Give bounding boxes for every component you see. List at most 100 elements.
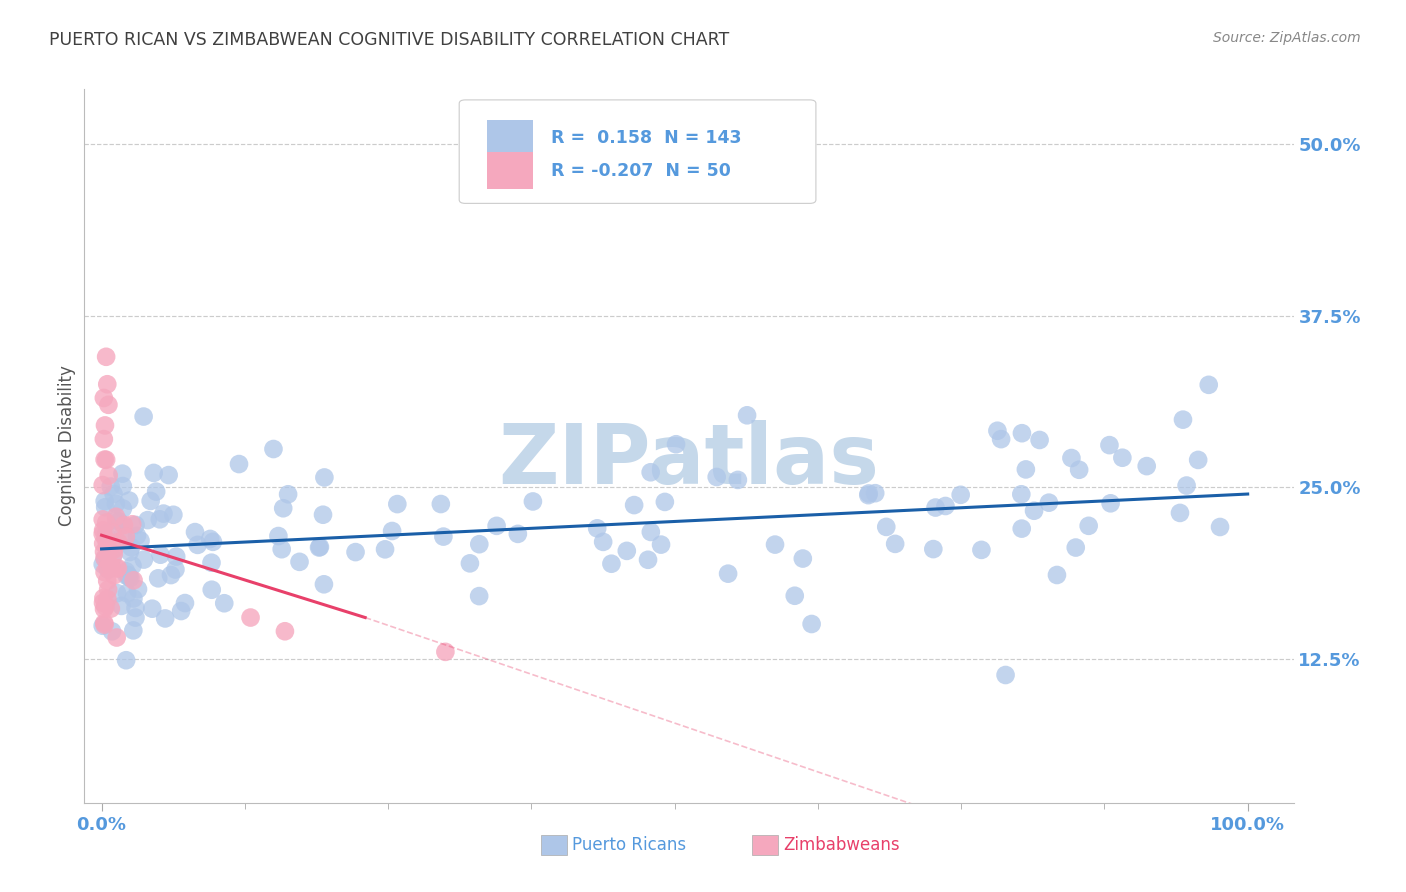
Point — [93, 545, 115, 559]
Point — [735, 409, 758, 423]
Point — [184, 525, 207, 540]
Point — [198, 532, 221, 546]
Point — [93, 391, 115, 405]
Point — [93, 494, 115, 508]
Point — [122, 591, 145, 606]
Point — [239, 610, 262, 624]
Point — [1028, 433, 1050, 447]
Point — [270, 542, 292, 557]
Point — [117, 567, 139, 582]
Point — [160, 568, 183, 582]
Point — [170, 604, 193, 618]
Point — [91, 558, 114, 572]
Point — [162, 508, 184, 522]
Point — [458, 557, 481, 571]
Point — [100, 601, 122, 615]
Text: Source: ZipAtlas.com: Source: ZipAtlas.com — [1213, 31, 1361, 45]
Point — [91, 512, 114, 526]
Point — [990, 432, 1012, 446]
Point — [1010, 487, 1032, 501]
Point — [121, 517, 143, 532]
Point — [994, 668, 1017, 682]
Point — [103, 568, 125, 582]
Point — [132, 409, 155, 424]
Text: Puerto Ricans: Puerto Ricans — [572, 836, 686, 854]
Point — [97, 543, 120, 558]
Point — [115, 564, 138, 578]
Point — [485, 519, 508, 533]
Point — [105, 514, 128, 528]
Point — [214, 596, 236, 610]
Point — [1060, 450, 1083, 465]
Point — [127, 582, 149, 597]
Point — [111, 479, 134, 493]
FancyBboxPatch shape — [486, 120, 533, 157]
Point — [165, 549, 187, 564]
Point — [1209, 520, 1232, 534]
Point — [114, 530, 136, 544]
Point — [93, 432, 115, 446]
Point — [1198, 377, 1220, 392]
Point — [112, 518, 135, 533]
Point — [863, 486, 886, 500]
Point — [267, 529, 290, 543]
Point — [1187, 453, 1209, 467]
Point — [152, 507, 174, 521]
Point — [97, 552, 120, 566]
Point — [314, 470, 336, 484]
Point — [94, 500, 117, 515]
Point — [94, 350, 117, 364]
Text: PUERTO RICAN VS ZIMBABWEAN COGNITIVE DISABILITY CORRELATION CHART: PUERTO RICAN VS ZIMBABWEAN COGNITIVE DIS… — [49, 31, 730, 49]
Point — [101, 551, 124, 566]
Point — [97, 468, 120, 483]
Point — [94, 452, 117, 467]
Point — [640, 524, 662, 539]
Point — [100, 479, 122, 493]
Point — [153, 611, 176, 625]
Point — [228, 457, 250, 471]
Point — [654, 495, 676, 509]
Point — [309, 540, 332, 554]
Point — [93, 452, 115, 467]
Point — [600, 557, 623, 571]
Point — [96, 574, 118, 588]
Point — [105, 561, 128, 575]
Point — [783, 589, 806, 603]
Point — [1099, 496, 1122, 510]
Point — [132, 552, 155, 566]
Point — [110, 599, 132, 613]
Point — [107, 535, 129, 549]
Point — [96, 516, 118, 530]
Point — [120, 541, 142, 555]
Point — [884, 537, 907, 551]
Point — [136, 513, 159, 527]
Point — [468, 589, 491, 603]
Point — [1077, 518, 1099, 533]
Point — [94, 599, 117, 614]
Text: ZIPatlas: ZIPatlas — [499, 420, 879, 500]
Point — [145, 484, 167, 499]
Point — [506, 527, 529, 541]
Point — [1136, 459, 1159, 474]
Point — [96, 561, 118, 575]
Point — [763, 538, 786, 552]
Point — [96, 539, 118, 553]
Point — [91, 478, 114, 492]
Point — [432, 530, 454, 544]
Point — [623, 498, 645, 512]
Point — [93, 602, 115, 616]
Point — [105, 586, 128, 600]
Point — [91, 619, 114, 633]
Point — [93, 615, 115, 630]
Point — [263, 442, 285, 456]
Point — [107, 561, 129, 575]
Point — [91, 527, 114, 541]
Point — [96, 591, 118, 606]
Point — [149, 548, 172, 562]
Point — [201, 534, 224, 549]
Point — [271, 501, 294, 516]
Point — [430, 497, 453, 511]
Point — [800, 617, 823, 632]
Point — [522, 494, 544, 508]
Point — [91, 596, 114, 610]
